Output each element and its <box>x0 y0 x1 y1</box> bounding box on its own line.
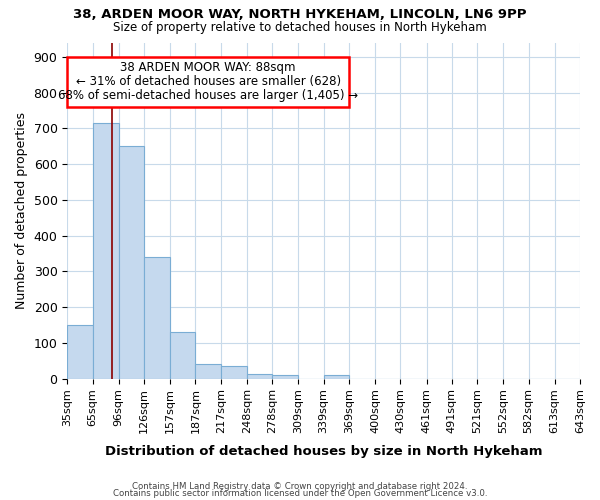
X-axis label: Distribution of detached houses by size in North Hykeham: Distribution of detached houses by size … <box>105 444 542 458</box>
Bar <box>272 375 298 378</box>
Bar <box>144 257 170 378</box>
Text: 38, ARDEN MOOR WAY, NORTH HYKEHAM, LINCOLN, LN6 9PP: 38, ARDEN MOOR WAY, NORTH HYKEHAM, LINCO… <box>73 8 527 20</box>
Text: 68% of semi-detached houses are larger (1,405) →: 68% of semi-detached houses are larger (… <box>58 90 358 102</box>
Bar <box>67 325 92 378</box>
Text: Size of property relative to detached houses in North Hykeham: Size of property relative to detached ho… <box>113 21 487 34</box>
Text: Contains HM Land Registry data © Crown copyright and database right 2024.: Contains HM Land Registry data © Crown c… <box>132 482 468 491</box>
Bar <box>196 364 221 378</box>
Bar <box>247 374 272 378</box>
Y-axis label: Number of detached properties: Number of detached properties <box>15 112 28 309</box>
Bar <box>170 332 196 378</box>
Bar <box>92 123 119 378</box>
Bar <box>323 375 349 378</box>
Bar <box>119 146 144 378</box>
Text: 38 ARDEN MOOR WAY: 88sqm: 38 ARDEN MOOR WAY: 88sqm <box>121 62 296 74</box>
Text: ← 31% of detached houses are smaller (628): ← 31% of detached houses are smaller (62… <box>76 76 341 88</box>
Text: Contains public sector information licensed under the Open Government Licence v3: Contains public sector information licen… <box>113 489 487 498</box>
Bar <box>221 366 247 378</box>
FancyBboxPatch shape <box>67 57 349 107</box>
